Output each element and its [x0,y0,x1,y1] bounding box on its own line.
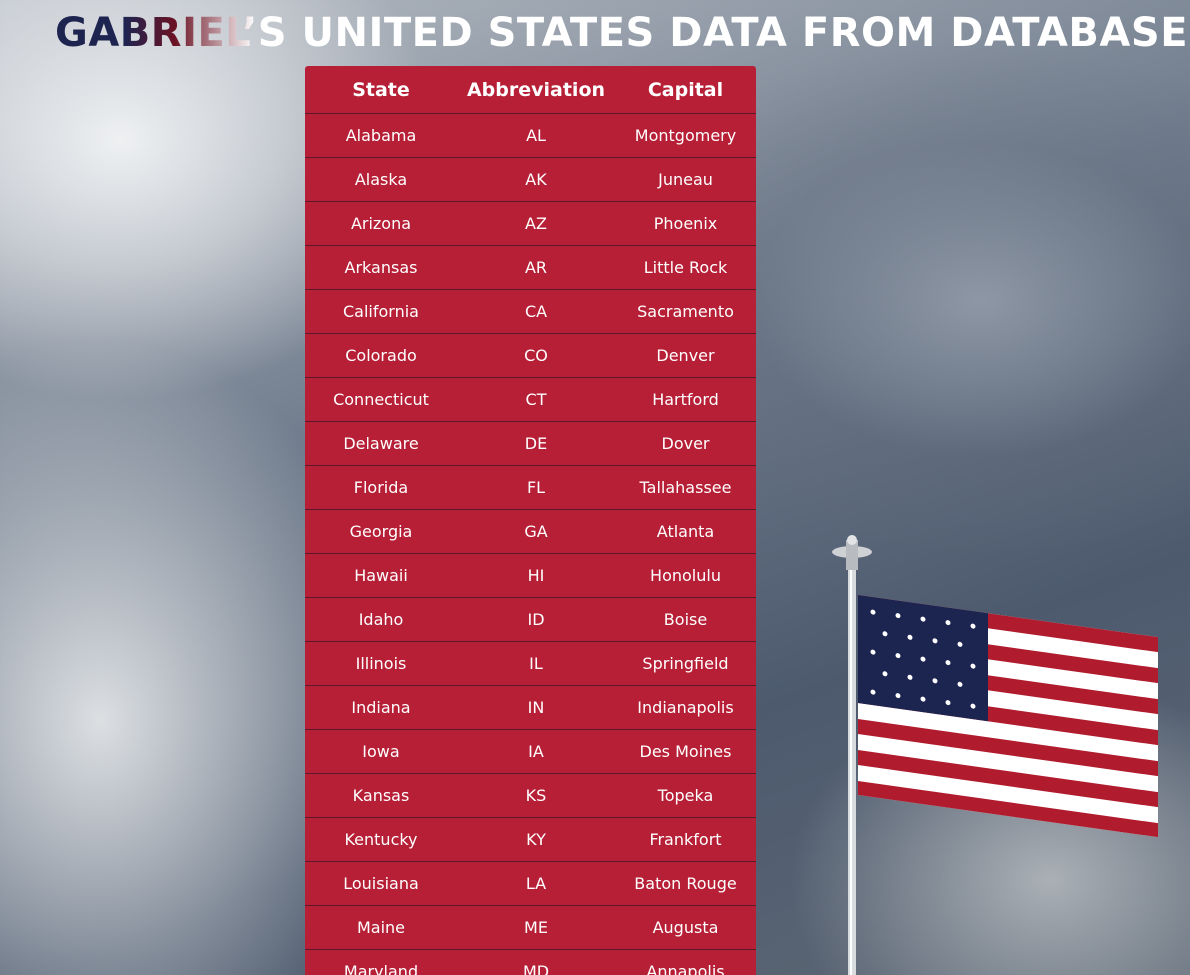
table-row: Connecticut CT Hartford [305,377,756,422]
table-body: Alabama AL Montgomery Alaska AK Juneau Arizona… [305,113,756,975]
table-row: Alaska AK Juneau [305,157,756,202]
table-cell: Georgia [305,509,457,554]
table-cell: Maine [305,905,457,950]
table-cell: ME [457,905,615,950]
table-cell: CT [457,377,615,422]
page-title: GABRIEL’S UNITED STATES DATA FROM DATABA… [55,10,1189,56]
flag-image [832,535,1158,975]
table-cell: IN [457,685,615,730]
table-row: Colorado CO Denver [305,333,756,378]
table-cell: Arkansas [305,245,457,290]
table-cell: Boise [615,597,756,642]
table-cell: Sacramento [615,289,756,334]
table-row: Louisiana LA Baton Rouge [305,861,756,906]
table-cell: GA [457,509,615,554]
table-row: California CA Sacramento [305,289,756,334]
table-cell: Delaware [305,421,457,466]
table-cell: HI [457,553,615,598]
table-cell: AK [457,157,615,202]
table-row: Arkansas AR Little Rock [305,245,756,290]
table-cell: Hartford [615,377,756,422]
table-cell: Des Moines [615,729,756,774]
table-cell: Alaska [305,157,457,202]
table-cell: AL [457,113,615,158]
table-cell: IA [457,729,615,774]
table-row: Iowa IA Des Moines [305,729,756,774]
table-cell: KY [457,817,615,862]
table-cell: Dover [615,421,756,466]
table-cell: LA [457,861,615,906]
table-row: Maine ME Augusta [305,905,756,950]
table-cell: Baton Rouge [615,861,756,906]
table-cell: AR [457,245,615,290]
table-cell: AZ [457,201,615,246]
table-cell: Annapolis [615,949,756,975]
table-row: Idaho ID Boise [305,597,756,642]
table-cell: Connecticut [305,377,457,422]
table-cell: Arizona [305,201,457,246]
table-row: Georgia GA Atlanta [305,509,756,554]
table-cell: Alabama [305,113,457,158]
table-row: Kansas KS Topeka [305,773,756,818]
table-cell: Louisiana [305,861,457,906]
table-cell: MD [457,949,615,975]
table-cell: Frankfort [615,817,756,862]
table-cell: CA [457,289,615,334]
table-row: Florida FL Tallahassee [305,465,756,510]
table-cell: Indiana [305,685,457,730]
table-cell: IL [457,641,615,686]
column-header: State [352,78,410,101]
table-cell: Montgomery [615,113,756,158]
table-cell: Phoenix [615,201,756,246]
table-cell: Honolulu [615,553,756,598]
table-row: Kentucky KY Frankfort [305,817,756,862]
table-cell: Maryland [305,949,457,975]
states-table: State Abbreviation Capital Alabama AL Montgo… [305,66,756,975]
table-cell: Kansas [305,773,457,818]
table-cell: Topeka [615,773,756,818]
table-cell: CO [457,333,615,378]
table-row: Indiana IN Indianapolis [305,685,756,730]
table-row: Alabama AL Montgomery [305,113,756,158]
table-cell: Juneau [615,157,756,202]
table-cell: Florida [305,465,457,510]
table-cell: KS [457,773,615,818]
table-cell: Idaho [305,597,457,642]
table-row: Arizona AZ Phoenix [305,201,756,246]
column-header: Abbreviation [466,78,606,101]
table-cell: Springfield [615,641,756,686]
table-cell: ID [457,597,615,642]
table-row: Hawaii HI Honolulu [305,553,756,598]
table-cell: FL [457,465,615,510]
table-cell: Illinois [305,641,457,686]
table-cell: Denver [615,333,756,378]
table-cell: Indianapolis [615,685,756,730]
table-cell: Little Rock [615,245,756,290]
table-row: Delaware DE Dover [305,421,756,466]
table-cell: California [305,289,457,334]
table-cell: Hawaii [305,553,457,598]
table-row: Illinois IL Springfield [305,641,756,686]
table-cell: DE [457,421,615,466]
table-row: Maryland MD Annapolis [305,949,756,975]
table-cell: Kentucky [305,817,457,862]
table-cell: Augusta [615,905,756,950]
column-header: Capital [647,78,724,101]
table-cell: Tallahassee [615,465,756,510]
header-row: State Abbreviation Capital [305,66,756,114]
table-cell: Colorado [305,333,457,378]
table-cell: Atlanta [615,509,756,554]
table-cell: Iowa [305,729,457,774]
